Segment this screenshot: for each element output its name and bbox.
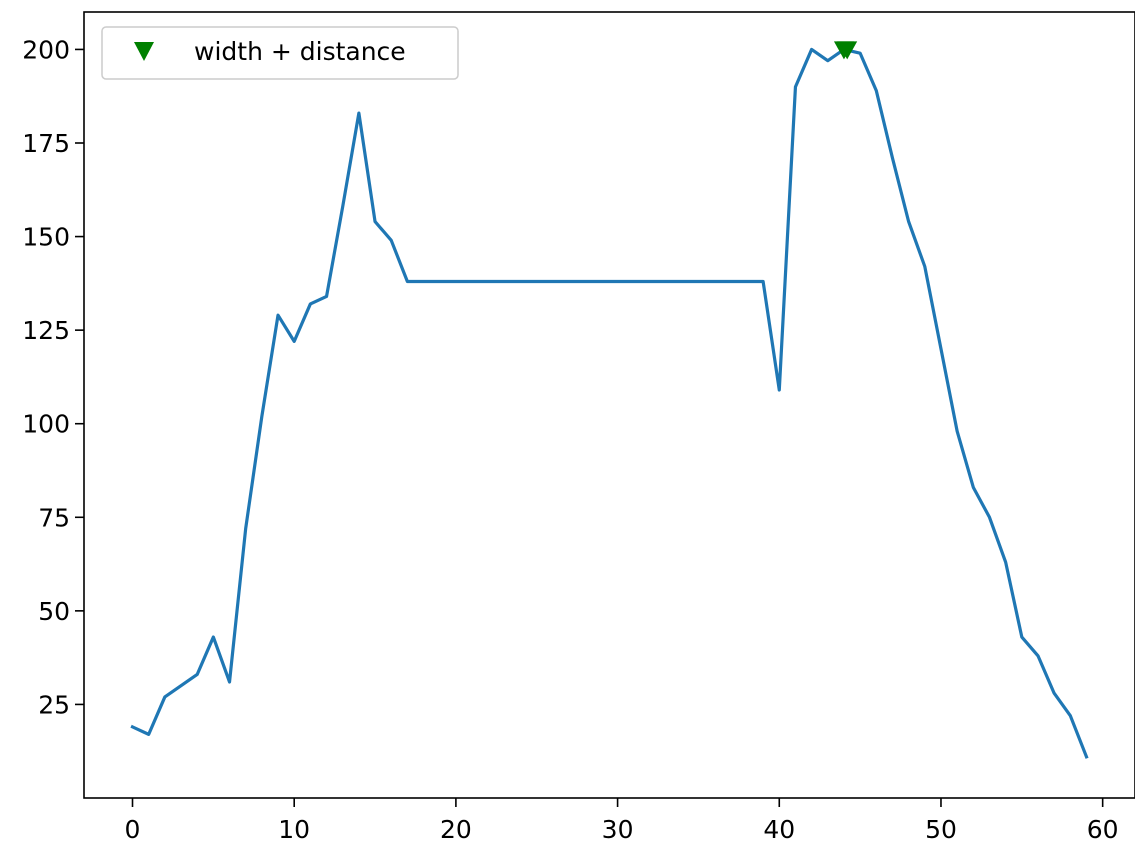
legend-triangle-marker <box>134 42 154 61</box>
x-tick-label: 0 <box>125 815 141 844</box>
legend: width + distance <box>101 26 459 80</box>
peak-marker <box>837 41 858 60</box>
y-tick-label: 125 <box>22 316 70 345</box>
y-tick-label: 150 <box>22 223 70 252</box>
x-tick-label: 10 <box>278 815 310 844</box>
y-axis: 25 50 75 100 125 150 175 200 <box>22 35 84 719</box>
y-tick-label: 200 <box>22 35 70 64</box>
x-axis: 0 10 20 30 40 50 60 <box>125 798 1119 844</box>
plot-area <box>130 41 1089 759</box>
x-tick-label: 40 <box>763 815 795 844</box>
y-tick-label: 100 <box>22 410 70 439</box>
y-tick-label: 175 <box>22 129 70 158</box>
y-tick-label: 75 <box>38 503 70 532</box>
x-tick-label: 50 <box>925 815 957 844</box>
data-line <box>130 47 1089 759</box>
x-tick-label: 20 <box>440 815 472 844</box>
legend-box <box>101 26 459 80</box>
x-tick-label: 30 <box>602 815 634 844</box>
axes-frame <box>83 11 1135 799</box>
y-tick-label: 50 <box>38 597 70 626</box>
y-tick-label: 25 <box>38 690 70 719</box>
x-tick-label: 60 <box>1087 815 1119 844</box>
legend-label: width + distance <box>194 37 406 66</box>
